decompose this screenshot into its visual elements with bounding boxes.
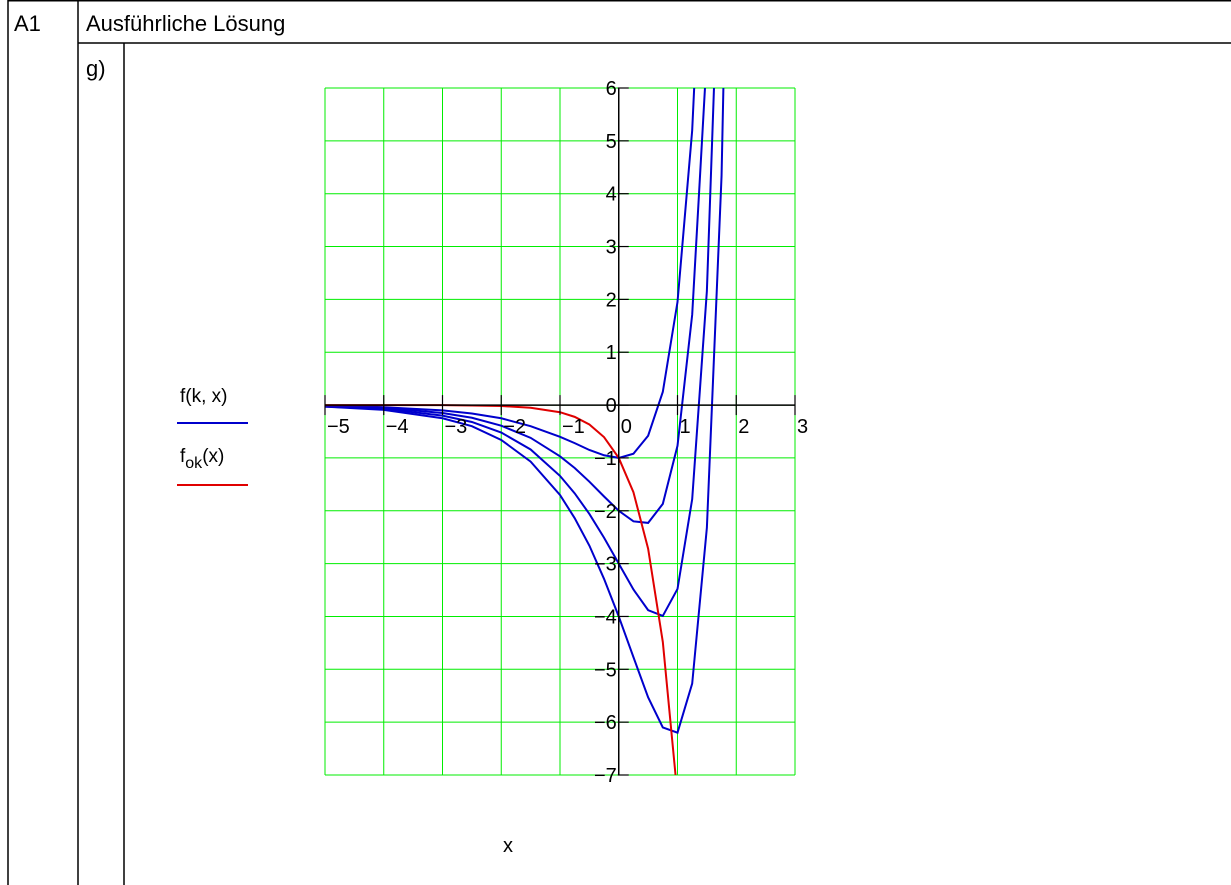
x-tick-label: −2 — [503, 416, 526, 438]
heading: Ausführliche Lösung — [86, 11, 285, 36]
y-tick-label: 5 — [606, 131, 617, 153]
x-tick-label: 0 — [621, 416, 632, 438]
x-tick-label: 1 — [680, 416, 691, 438]
y-tick-label: 2 — [606, 289, 617, 311]
x-tick-label: −1 — [562, 416, 585, 438]
y-tick-label: −3 — [594, 554, 617, 576]
x-tick-label: −4 — [386, 416, 409, 438]
curve — [325, 88, 715, 618]
y-tick-label: 1 — [606, 342, 617, 364]
y-tick-label: −5 — [594, 659, 617, 681]
curve — [325, 88, 725, 735]
y-tick-label: −4 — [594, 606, 617, 628]
legend-label-part: f — [180, 446, 186, 467]
x-tick-label: −5 — [327, 416, 350, 438]
legend-label: fok(x) — [180, 446, 224, 472]
y-tick-label: 4 — [606, 184, 617, 206]
row-label: A1 — [14, 11, 41, 36]
part-label: g) — [86, 56, 106, 81]
x-tick-label: −3 — [445, 416, 468, 438]
y-tick-label: −1 — [594, 448, 617, 470]
legend-label-part: ok — [185, 455, 203, 472]
y-tick-label: 0 — [606, 395, 617, 417]
y-tick-label: −6 — [594, 712, 617, 734]
x-axis-label: x — [503, 835, 513, 857]
y-tick-label: 3 — [606, 237, 617, 259]
y-tick-label: −7 — [594, 765, 617, 787]
legend-label: f(k, x) — [180, 386, 228, 407]
x-tick-label: 3 — [797, 416, 808, 438]
x-tick-label: 2 — [738, 416, 749, 438]
curves — [325, 88, 725, 775]
y-tick-label: 6 — [606, 78, 617, 100]
curve — [325, 88, 696, 459]
curve — [325, 88, 706, 524]
table-borders — [7, 0, 1231, 885]
y-tick-label: −2 — [594, 501, 617, 523]
legend-label-part: (x) — [202, 446, 224, 467]
